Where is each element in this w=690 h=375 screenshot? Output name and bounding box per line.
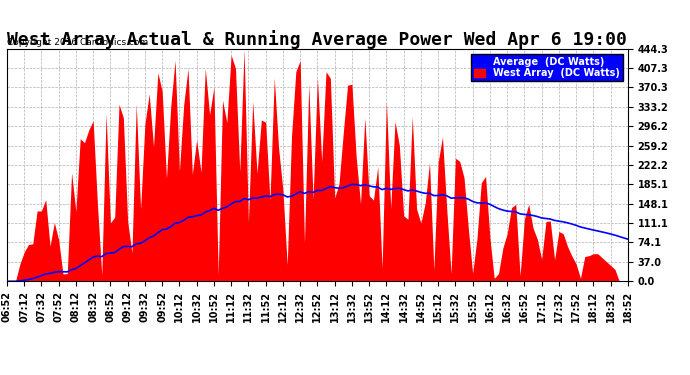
Text: Copyright 2016 Cartronics.com: Copyright 2016 Cartronics.com (7, 38, 148, 47)
Legend: Average  (DC Watts), West Array  (DC Watts): Average (DC Watts), West Array (DC Watts… (471, 54, 623, 81)
Title: West Array Actual & Running Average Power Wed Apr 6 19:00: West Array Actual & Running Average Powe… (8, 30, 627, 49)
